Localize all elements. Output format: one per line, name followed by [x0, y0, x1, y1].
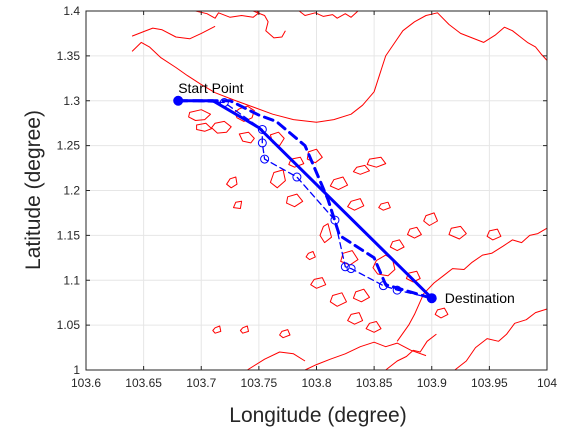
islands: [188, 105, 502, 339]
x-tick-label: 103.75: [241, 376, 278, 390]
island: [486, 228, 502, 241]
coastline: [195, 10, 260, 19]
x-tick-label: 103.6: [71, 376, 101, 390]
y-tick-label: 1.35: [57, 49, 81, 63]
island: [319, 223, 332, 244]
coastline: [131, 25, 216, 40]
island: [279, 329, 291, 339]
coastline: [454, 308, 548, 371]
coastlines: [131, 10, 548, 371]
y-axis-label: Latitude (degree): [22, 110, 45, 270]
island: [196, 122, 213, 132]
island: [405, 270, 421, 283]
x-axis-label: Longitude (degree): [229, 404, 406, 427]
island: [305, 251, 316, 261]
x-tick-label: 103.8: [301, 376, 331, 390]
island: [310, 277, 327, 289]
route-marker: [330, 215, 340, 225]
route-marker: [257, 138, 267, 148]
y-tick-label: 1.05: [57, 318, 81, 332]
coastline: [396, 227, 548, 342]
island: [211, 120, 232, 134]
y-tick-label: 1: [73, 363, 80, 377]
island: [233, 200, 243, 209]
coastline: [304, 341, 427, 371]
destination-marker: [426, 293, 437, 304]
route-marker: [346, 264, 356, 274]
route-marker: [378, 281, 388, 291]
route-marker: [340, 262, 350, 272]
x-tick-label: 104: [537, 376, 557, 390]
island: [238, 131, 255, 144]
coastline: [252, 10, 286, 39]
coastline: [247, 351, 306, 371]
island: [378, 201, 391, 211]
y-tick-label: 1.15: [57, 228, 81, 242]
x-tick-label: 103.65: [125, 376, 162, 390]
start-point-marker: [173, 95, 184, 106]
island: [434, 307, 449, 319]
coastline: [385, 333, 437, 371]
island: [423, 212, 438, 226]
y-tick-label: 1.2: [63, 184, 80, 198]
destination-label: Destination: [445, 290, 515, 306]
coastline: [298, 10, 359, 19]
island: [352, 164, 370, 175]
start-point-label: Start Point: [178, 80, 243, 96]
island: [340, 250, 359, 266]
island: [389, 239, 405, 252]
series-line-3: [177, 100, 433, 299]
island: [347, 198, 365, 211]
y-tick-label: 1.4: [63, 4, 80, 18]
x-tick-label: 103.95: [471, 376, 508, 390]
tick-labels: 103.6 103.65 103.7 103.75 103.8 103.85 103.9 10…: [57, 4, 558, 390]
route-marker: [292, 172, 302, 182]
annotations: Start Point Destination: [178, 80, 515, 306]
y-tick-label: 1.25: [57, 139, 81, 153]
island: [286, 193, 304, 208]
route-marker: [260, 154, 270, 164]
island: [329, 176, 349, 191]
island: [188, 109, 211, 121]
x-tick-label: 103.9: [417, 376, 447, 390]
island: [407, 226, 422, 239]
island: [366, 156, 387, 168]
route-marker: [392, 285, 402, 295]
x-tick-label: 103.7: [186, 376, 216, 390]
island: [239, 325, 249, 334]
island: [226, 176, 238, 189]
y-tick-label: 1.3: [63, 94, 80, 108]
route-marker: [219, 98, 229, 108]
island: [212, 325, 222, 334]
x-tick-label: 103.85: [356, 376, 393, 390]
island: [269, 169, 286, 189]
y-tick-label: 1.1: [63, 273, 80, 287]
island: [448, 225, 467, 240]
route-series: [173, 95, 437, 304]
island: [352, 288, 370, 303]
coastline: [131, 12, 548, 123]
island: [347, 312, 364, 325]
island: [365, 321, 382, 333]
island: [329, 292, 347, 307]
island: [306, 148, 323, 164]
series-line-2: [176, 99, 434, 300]
axes-frame: [85, 10, 548, 371]
route-marker: [257, 124, 267, 134]
